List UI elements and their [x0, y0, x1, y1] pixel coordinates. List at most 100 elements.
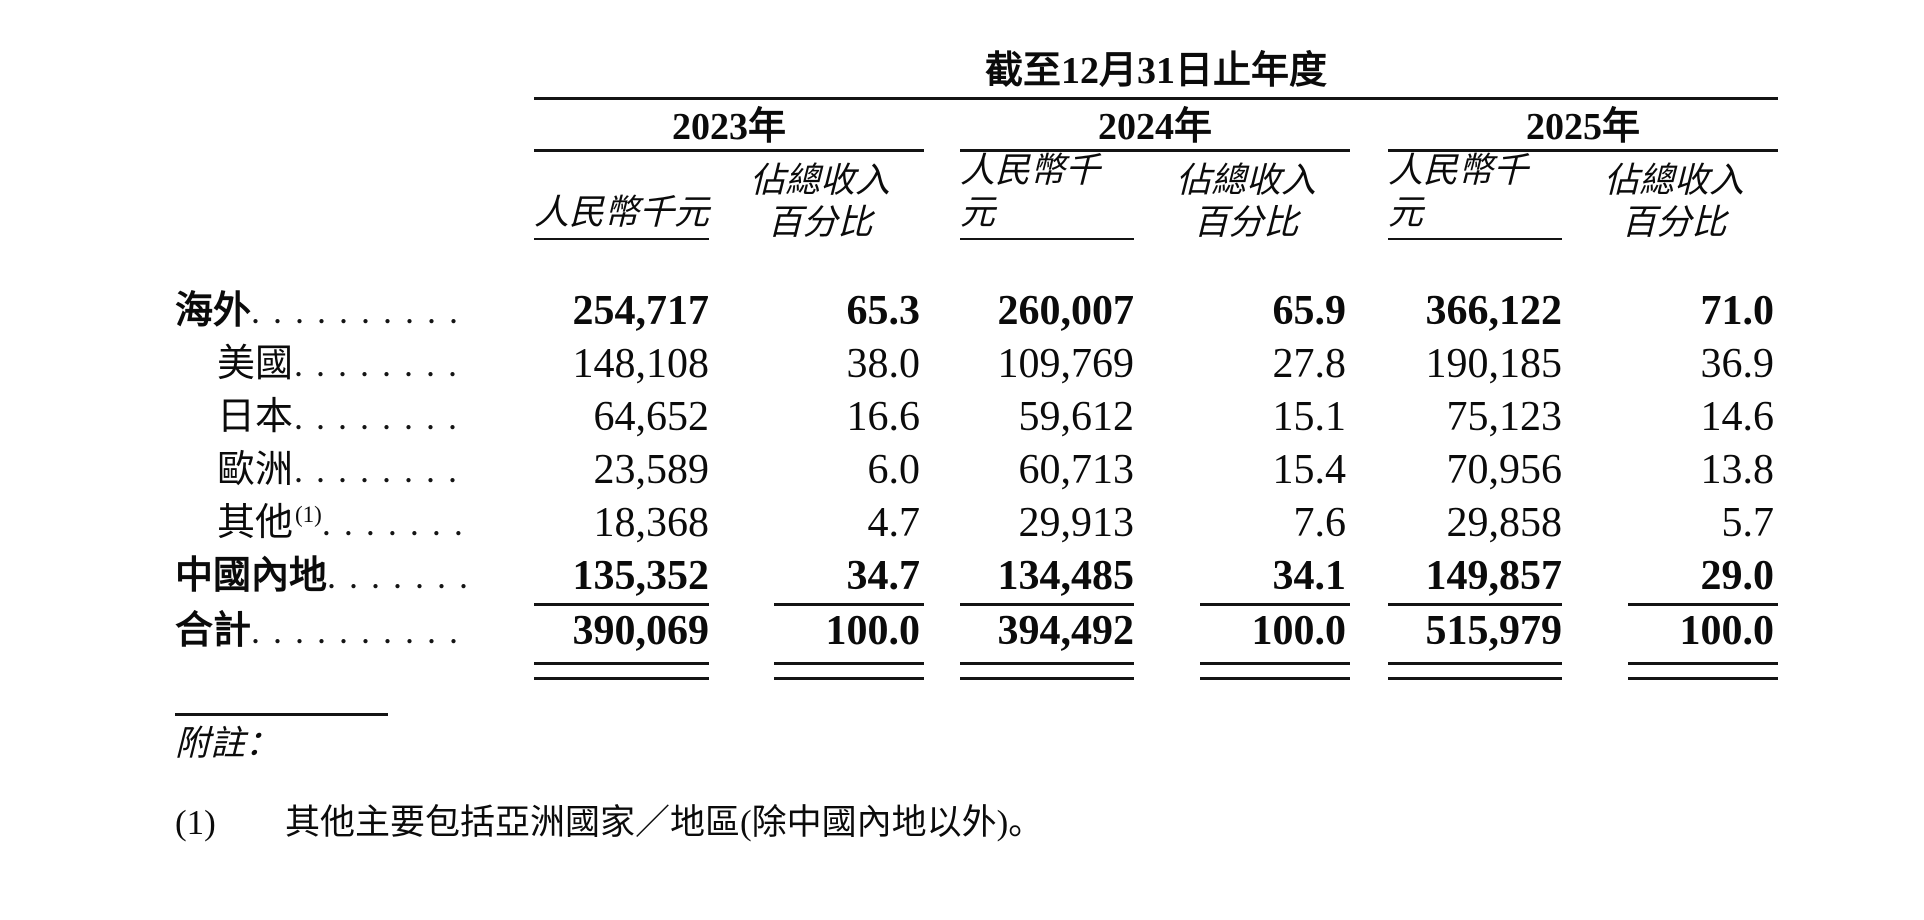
double-rule [1388, 662, 1562, 680]
percent-value: 100.0 [1679, 608, 1775, 654]
column-gap [1350, 338, 1388, 391]
dot-leader: ........ [294, 344, 470, 384]
percent-value: 6.0 [867, 447, 921, 493]
column-gap [1350, 444, 1388, 497]
table-title: 截至12月31日止年度 [984, 50, 1327, 92]
column-gap [924, 603, 960, 659]
row-label-text: 合計 [175, 610, 252, 652]
column-gap [709, 603, 774, 659]
column-gap [924, 659, 960, 681]
pct-header-line2: 百分比 [1193, 203, 1299, 242]
row-label-text: 日本 [217, 396, 294, 438]
table-body: 海外.......... 254,717 65.3 260,007 65.9 366,12… [175, 285, 1778, 681]
double-rule [1200, 662, 1350, 680]
percent-value: 34.1 [1200, 550, 1350, 606]
column-gap [1350, 497, 1388, 554]
percent-value: 65.3 [846, 288, 921, 334]
year-header-2025: 2025年 [1388, 106, 1778, 152]
column-gap [1134, 444, 1200, 497]
percent-value: 15.4 [1272, 447, 1347, 493]
column-header-pct-2025: 佔總收入 百分比 [1568, 160, 1778, 244]
column-gap [1562, 603, 1628, 659]
footnote-rule [175, 713, 388, 716]
percent-value: 15.1 [1272, 394, 1347, 440]
column-gap [924, 391, 960, 444]
percent-value: 36.9 [1700, 341, 1775, 387]
row-label: 中國內地....... [175, 550, 534, 606]
footnote-item: (1) 其他主要包括亞洲國家／地區(除中國內地以外)。 [175, 800, 1043, 846]
row-label-text: 中國內地 [175, 555, 328, 597]
double-rule [534, 662, 709, 680]
amount-value: 29,858 [1446, 500, 1563, 546]
column-gap [1134, 497, 1200, 554]
column-gap [924, 497, 960, 554]
column-gap [1350, 285, 1388, 338]
amount-value: 148,108 [572, 341, 710, 387]
column-gap [924, 338, 960, 391]
percent-value: 71.0 [1700, 288, 1775, 334]
amount-value: 135,352 [534, 550, 709, 606]
column-gap [175, 659, 534, 681]
percent-value: 14.6 [1700, 394, 1775, 440]
double-rule [1628, 662, 1778, 680]
header-rule [534, 97, 1778, 100]
pct-header-line2: 百分比 [1621, 203, 1727, 242]
column-gap [1562, 444, 1628, 497]
footnote-heading: 附註： [175, 724, 281, 763]
dot-leader: ....... [321, 503, 476, 543]
footnote-reference: (1) [295, 502, 322, 527]
double-rule [960, 662, 1134, 680]
pct-header-line1: 佔總收入 [1175, 161, 1316, 200]
percent-value: 34.7 [774, 550, 924, 606]
column-gap [1134, 550, 1200, 606]
column-gap [924, 444, 960, 497]
table-row: 其他 (1)....... 18,368 4.7 29,913 7.6 29,858 5.7 [175, 497, 1778, 550]
row-label-text: 其他 [217, 502, 294, 544]
footnote-text: 其他主要包括亞洲國家／地區(除中國內地以外)。 [285, 803, 1044, 842]
pct-header-line1: 佔總收入 [1603, 161, 1744, 200]
table-row: 美國........ 148,108 38.0 109,769 27.8 190,185 3… [175, 338, 1778, 391]
row-label: 其他 (1)....... [175, 497, 534, 554]
table-row: 海外.......... 254,717 65.3 260,007 65.9 366,12… [175, 285, 1778, 338]
pct-header-line2: 百分比 [767, 203, 873, 242]
dot-leader: ....... [327, 556, 482, 596]
amount-value: 366,122 [1425, 288, 1563, 334]
column-gap [1562, 338, 1628, 391]
column-gap [709, 338, 774, 391]
table-row: 日本........ 64,652 16.6 59,612 15.1 75,123 14.6 [175, 391, 1778, 444]
amount-value: 109,769 [997, 341, 1135, 387]
row-label: 美國........ [175, 338, 534, 391]
column-gap [1562, 659, 1628, 681]
column-gap [709, 285, 774, 338]
total-double-rule-row [175, 659, 1778, 681]
column-gap [1562, 497, 1628, 554]
row-label: 海外.......... [175, 285, 534, 338]
year-header-2024: 2024年 [960, 106, 1350, 152]
column-gap [709, 659, 774, 681]
amount-value: 190,185 [1425, 341, 1563, 387]
column-header-amount-2023: 人民幣千元 [534, 160, 709, 240]
amount-value: 394,492 [997, 608, 1135, 654]
column-gap [1350, 659, 1388, 681]
amount-value: 29,913 [1018, 500, 1135, 546]
table-row: 歐洲........ 23,589 6.0 60,713 15.4 70,956 13.8 [175, 444, 1778, 497]
footnote-marker: (1) [175, 803, 216, 842]
column-gap [709, 550, 774, 606]
table-row: 合計.......... 390,069 100.0 394,492 100.0 515,… [175, 603, 1778, 659]
column-gap [709, 497, 774, 554]
amount-value: 254,717 [572, 288, 710, 334]
column-header-pct-2023: 佔總收入 百分比 [714, 160, 924, 244]
column-gap [1350, 391, 1388, 444]
row-label: 日本........ [175, 391, 534, 444]
column-gap [709, 391, 774, 444]
amount-value: 60,713 [1018, 447, 1135, 493]
amount-value: 64,652 [593, 394, 710, 440]
column-header-amount-2024: 人民幣千元 [960, 151, 1134, 240]
column-gap [1134, 659, 1200, 681]
column-gap [1134, 391, 1200, 444]
row-label: 合計.......... [175, 603, 534, 659]
amount-value: 134,485 [960, 550, 1134, 606]
year-header-2023: 2023年 [534, 106, 924, 152]
column-gap [1134, 603, 1200, 659]
pct-header-line1: 佔總收入 [749, 161, 890, 200]
